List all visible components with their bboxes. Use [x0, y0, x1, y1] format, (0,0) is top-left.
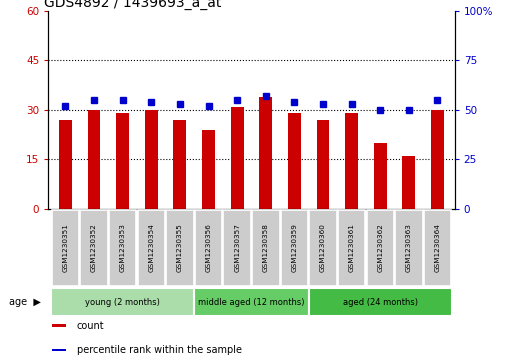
Bar [116, 113, 129, 209]
Bar [231, 106, 244, 209]
Text: count: count [77, 321, 104, 331]
FancyBboxPatch shape [309, 209, 337, 286]
FancyBboxPatch shape [280, 209, 308, 286]
Bar [288, 113, 301, 209]
Bar [52, 349, 66, 351]
Text: GSM1230358: GSM1230358 [263, 223, 269, 272]
Text: middle aged (12 months): middle aged (12 months) [198, 298, 305, 307]
Bar [59, 120, 72, 209]
Text: GSM1230364: GSM1230364 [434, 223, 440, 272]
Bar [259, 97, 272, 209]
Text: GSM1230353: GSM1230353 [120, 223, 125, 272]
Text: GSM1230354: GSM1230354 [148, 223, 154, 272]
FancyBboxPatch shape [252, 209, 279, 286]
Bar [173, 120, 186, 209]
Text: GSM1230352: GSM1230352 [91, 223, 97, 272]
Text: GSM1230357: GSM1230357 [234, 223, 240, 272]
FancyBboxPatch shape [194, 288, 309, 317]
FancyBboxPatch shape [109, 209, 137, 286]
Bar [345, 113, 358, 209]
Bar [374, 143, 387, 209]
FancyBboxPatch shape [395, 209, 423, 286]
Text: GSM1230362: GSM1230362 [377, 223, 383, 272]
Bar [402, 156, 416, 209]
Text: GSM1230351: GSM1230351 [62, 223, 69, 272]
Text: GSM1230355: GSM1230355 [177, 223, 183, 272]
Text: GSM1230360: GSM1230360 [320, 223, 326, 272]
FancyBboxPatch shape [224, 209, 251, 286]
Text: aged (24 months): aged (24 months) [343, 298, 418, 307]
FancyBboxPatch shape [424, 209, 451, 286]
FancyBboxPatch shape [52, 209, 79, 286]
FancyBboxPatch shape [138, 209, 165, 286]
Text: GDS4892 / 1439693_a_at: GDS4892 / 1439693_a_at [44, 0, 221, 10]
Text: young (2 months): young (2 months) [85, 298, 160, 307]
FancyBboxPatch shape [309, 288, 452, 317]
Bar [87, 110, 101, 209]
Bar [316, 120, 330, 209]
Text: percentile rank within the sample: percentile rank within the sample [77, 345, 242, 355]
Text: GSM1230356: GSM1230356 [206, 223, 211, 272]
Text: GSM1230359: GSM1230359 [292, 223, 297, 272]
FancyBboxPatch shape [166, 209, 194, 286]
FancyBboxPatch shape [80, 209, 108, 286]
Bar [202, 130, 215, 209]
Text: GSM1230361: GSM1230361 [348, 223, 355, 272]
Text: GSM1230363: GSM1230363 [406, 223, 412, 272]
FancyBboxPatch shape [51, 288, 194, 317]
Bar [431, 110, 444, 209]
FancyBboxPatch shape [366, 209, 394, 286]
Text: age  ▶: age ▶ [9, 297, 41, 307]
FancyBboxPatch shape [195, 209, 223, 286]
Bar [52, 325, 66, 327]
Bar [145, 110, 157, 209]
FancyBboxPatch shape [338, 209, 365, 286]
